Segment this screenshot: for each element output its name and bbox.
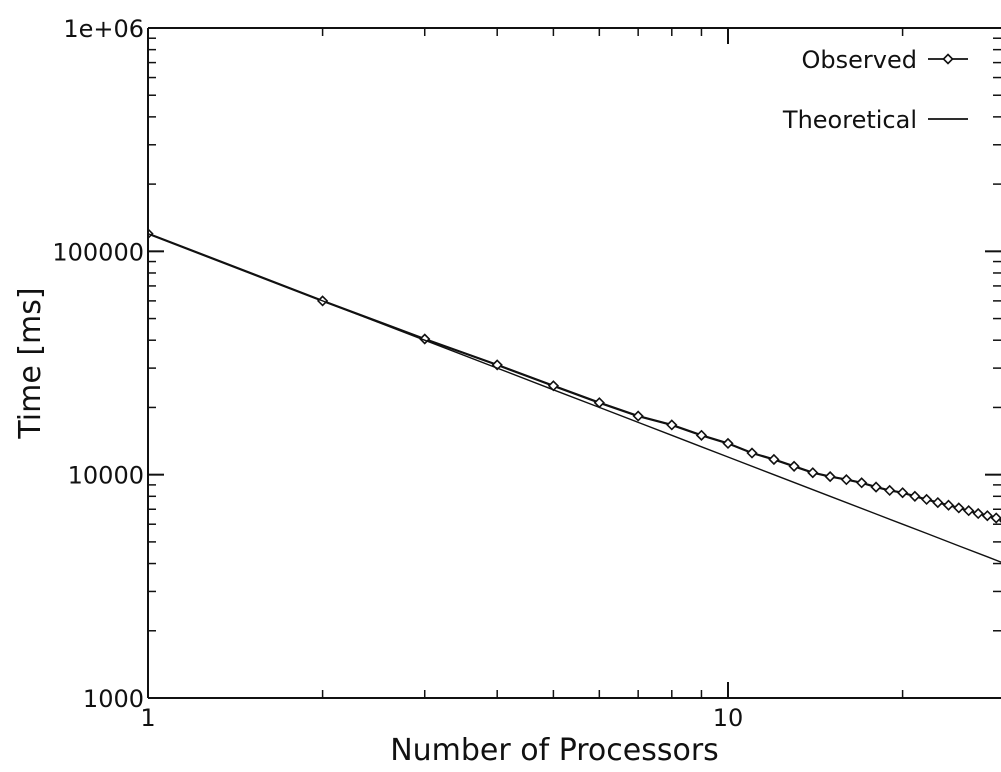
observed-point-marker xyxy=(909,490,921,502)
observed-point-marker xyxy=(953,502,965,514)
observed-point-marker xyxy=(722,437,734,450)
x-axis-title: Number of Processors xyxy=(390,733,719,768)
observed-point-marker xyxy=(990,512,1001,524)
observed-point-marker xyxy=(768,453,780,466)
series-line-theoretical xyxy=(148,232,1001,563)
observed-point-marker xyxy=(870,481,882,493)
observed-point-marker xyxy=(896,487,909,499)
axes-layer: 1000 10000 100000 1e+06 1 10 xyxy=(52,15,1001,732)
observed-point-marker xyxy=(148,228,154,240)
observed-point-marker xyxy=(695,429,708,441)
x-tick-label: 1 xyxy=(140,704,155,732)
y-tick-label: 100000 xyxy=(52,238,144,266)
observed-point-marker xyxy=(972,507,984,520)
observed-point-marker xyxy=(666,419,678,431)
y-axis-title: Time [ms] xyxy=(13,287,48,439)
observed-point-marker xyxy=(932,496,944,509)
observed-point-marker xyxy=(920,493,933,506)
observed-point-marker xyxy=(632,410,644,422)
y-tick-label: 10000 xyxy=(68,462,144,490)
legend-label-theoretical: Theoretical xyxy=(782,106,917,134)
observed-point-marker xyxy=(942,499,955,511)
legend-swatch-marker xyxy=(942,53,954,65)
y-tick-label: 1000 xyxy=(83,685,144,713)
observed-point-marker xyxy=(824,470,836,483)
plot-layer xyxy=(148,228,1001,563)
observed-point-marker xyxy=(856,477,868,489)
observed-point-marker xyxy=(981,510,993,522)
observed-point-marker xyxy=(788,460,800,472)
y-tick-label: 1e+06 xyxy=(63,15,144,43)
observed-point-marker xyxy=(840,474,853,486)
series-line-observed xyxy=(148,232,1001,521)
observed-point-marker xyxy=(746,447,758,459)
observed-point-marker xyxy=(884,484,896,497)
legend: Observed Theoretical xyxy=(782,46,968,134)
observed-point-marker xyxy=(963,505,975,517)
legend-label-observed: Observed xyxy=(802,46,917,74)
observed-point-marker xyxy=(807,467,819,479)
x-tick-label: 10 xyxy=(713,704,744,732)
